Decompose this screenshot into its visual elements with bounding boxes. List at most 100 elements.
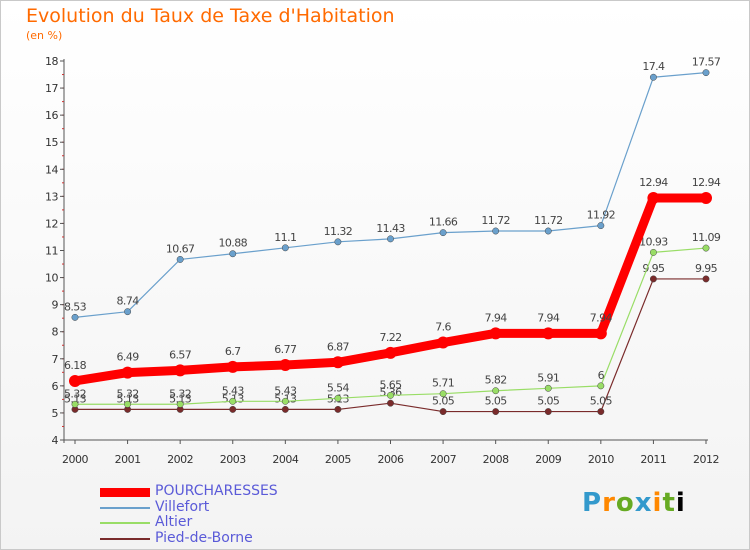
data-point xyxy=(176,255,184,263)
data-label: 12.94 xyxy=(692,176,721,189)
data-point xyxy=(384,346,397,359)
y-tick-label: 4 xyxy=(52,434,59,447)
data-label: 11.1 xyxy=(274,231,296,244)
data-point xyxy=(124,308,132,316)
data-label: 6.49 xyxy=(117,351,140,364)
y-tick-label: 15 xyxy=(45,136,58,149)
x-tick-label: 2011 xyxy=(640,453,666,466)
data-label: 5.13 xyxy=(117,392,140,405)
data-point xyxy=(281,405,289,413)
y-tick-label: 10 xyxy=(45,272,58,285)
data-point xyxy=(647,191,660,204)
logo-letter: x xyxy=(634,488,653,518)
data-label: 6 xyxy=(598,369,605,382)
x-tick-label: 2007 xyxy=(430,453,456,466)
data-point xyxy=(702,69,710,77)
data-label: 11.72 xyxy=(481,214,510,227)
data-label: 7.94 xyxy=(485,311,508,324)
data-point xyxy=(229,250,237,258)
y-tick-label: 7 xyxy=(52,353,59,366)
x-tick-label: 2003 xyxy=(220,453,246,466)
data-label: 6.7 xyxy=(225,345,241,358)
data-label: 17.57 xyxy=(692,56,721,69)
data-point xyxy=(387,391,394,399)
x-tick-label: 2001 xyxy=(115,453,141,466)
x-tick-label: 2000 xyxy=(62,453,88,466)
data-point xyxy=(649,73,657,81)
data-point xyxy=(174,364,187,377)
logo-letter: t xyxy=(662,488,676,518)
legend-label: Pied-de-Borne xyxy=(155,529,253,546)
y-tick-label: 6 xyxy=(52,380,59,393)
legend-label: POURCHARESSES xyxy=(155,483,278,499)
data-label: 7.6 xyxy=(435,321,451,334)
data-label: 10.88 xyxy=(219,237,248,250)
y-tick-label: 11 xyxy=(45,245,58,258)
proxiti-logo: Proxiti xyxy=(582,488,686,518)
data-point xyxy=(334,394,342,402)
data-point xyxy=(492,227,500,235)
y-tick-label: 18 xyxy=(45,55,58,68)
data-label: 5.65 xyxy=(379,378,402,391)
data-point xyxy=(279,359,292,372)
x-tick-label: 2006 xyxy=(378,453,404,466)
legend-swatch xyxy=(100,506,150,509)
data-point xyxy=(649,275,657,283)
data-point xyxy=(439,229,447,237)
data-point xyxy=(387,399,394,407)
data-point xyxy=(331,356,344,369)
data-label: 5.05 xyxy=(590,395,613,408)
data-label: 5.05 xyxy=(485,395,508,408)
chart-title: Evolution du Taux de Taxe d'Habitation xyxy=(26,5,395,27)
legend-label: Altier xyxy=(155,514,193,530)
data-label: 7.22 xyxy=(379,331,401,344)
data-label: 5.54 xyxy=(327,381,350,394)
x-tick-label: 2009 xyxy=(535,453,561,466)
x-tick-label: 2010 xyxy=(588,453,614,466)
data-point xyxy=(281,244,289,252)
data-label: 11.66 xyxy=(429,216,458,229)
data-label: 5.82 xyxy=(485,374,507,387)
logo-letter: r xyxy=(602,488,616,518)
data-label: 6.18 xyxy=(64,359,87,372)
data-point xyxy=(597,382,605,390)
data-point xyxy=(702,275,710,283)
y-tick-label: 12 xyxy=(45,217,58,230)
y-tick-label: 9 xyxy=(52,299,59,312)
series-line-villefort xyxy=(74,72,707,318)
x-tick-label: 2002 xyxy=(167,453,193,466)
data-point xyxy=(71,400,79,408)
data-label: 9.95 xyxy=(695,262,718,275)
data-point xyxy=(594,327,607,340)
data-label: 6.57 xyxy=(169,348,192,361)
data-label: 6.87 xyxy=(327,340,350,353)
data-point xyxy=(121,366,134,379)
legend-swatch xyxy=(100,522,150,524)
data-point xyxy=(124,400,132,408)
logo-letter: o xyxy=(615,488,635,518)
data-label: 5.43 xyxy=(222,384,245,397)
legend-swatch xyxy=(100,487,150,497)
data-point xyxy=(226,360,239,373)
data-label: 5.05 xyxy=(432,395,455,408)
data-point xyxy=(281,397,289,405)
data-point xyxy=(700,191,712,204)
data-label: 11.32 xyxy=(324,225,353,238)
data-label: 17.4 xyxy=(642,60,665,73)
y-tick-label: 13 xyxy=(45,190,58,203)
data-point xyxy=(544,408,552,416)
data-label: 5.32 xyxy=(169,387,191,400)
data-point xyxy=(439,408,447,416)
logo-letter: P xyxy=(582,488,603,518)
y-tick-label: 5 xyxy=(52,407,59,420)
data-point xyxy=(597,222,605,230)
data-label: 10.67 xyxy=(166,242,195,255)
data-point xyxy=(437,336,450,349)
data-point xyxy=(702,244,710,252)
data-point xyxy=(649,248,657,256)
data-point xyxy=(544,227,552,235)
logo-letter: i xyxy=(675,488,686,518)
data-point xyxy=(176,400,184,408)
data-point xyxy=(492,408,500,416)
